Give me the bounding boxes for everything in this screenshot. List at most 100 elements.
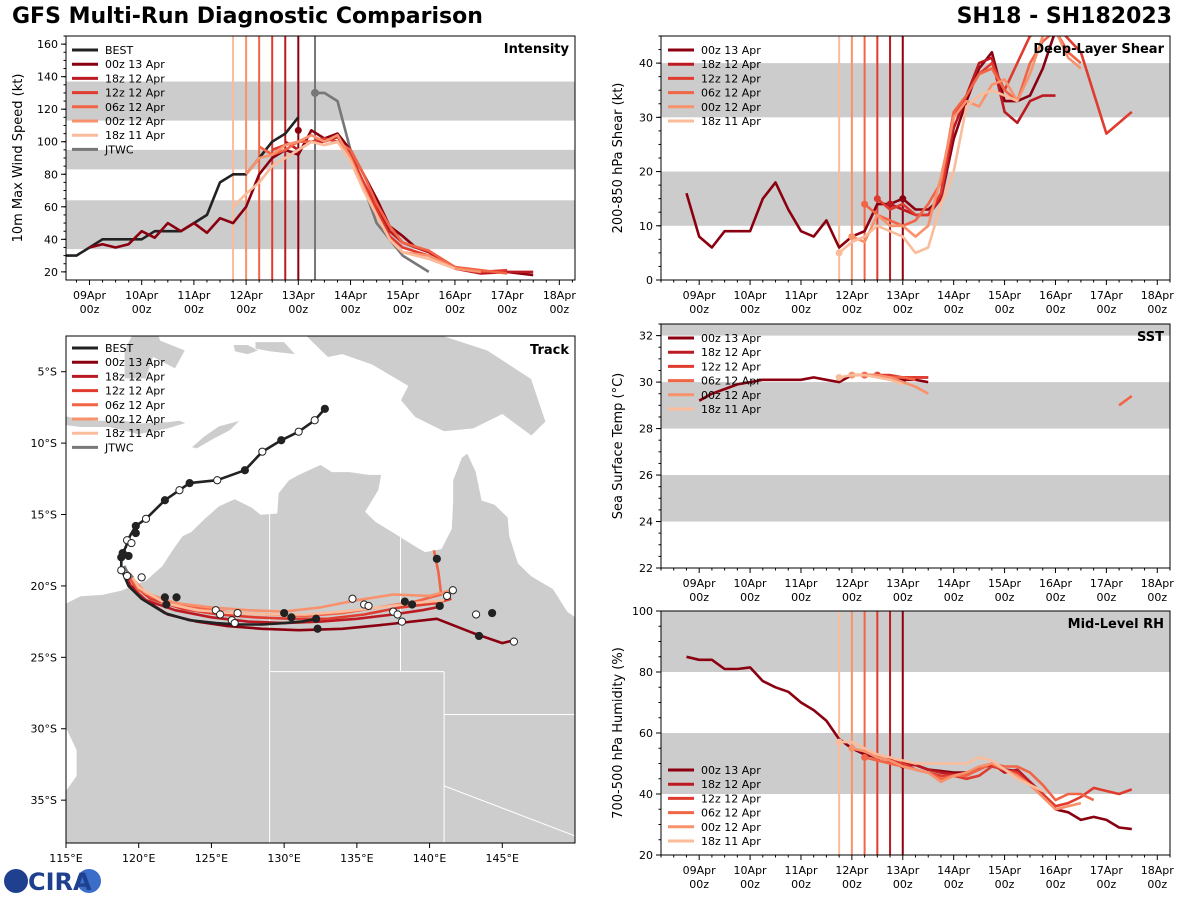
timor-island <box>190 419 242 450</box>
plot-area <box>66 36 534 280</box>
x-tick-label: 17Apr <box>1090 289 1124 302</box>
lon-tick-label: 115°E <box>49 852 82 865</box>
track-marker <box>400 597 409 606</box>
y-tick-label: 60 <box>639 727 653 740</box>
lon-tick-label: 140°E <box>413 852 446 865</box>
track-marker <box>432 554 441 563</box>
legend-label: 12z 12 Apr <box>105 87 165 100</box>
track-marker <box>233 608 242 618</box>
x-tick-label: 00z <box>995 303 1015 316</box>
x-tick-label: 00z <box>689 591 709 604</box>
y-tick-label: 32 <box>639 330 653 343</box>
legend-label: 18z 11 Apr <box>701 835 761 848</box>
track-marker <box>117 566 126 575</box>
shaded-band <box>661 324 1170 336</box>
legend-label: BEST <box>105 342 133 355</box>
x-tick-label: 00z <box>740 591 760 604</box>
track-marker <box>277 436 286 445</box>
sulawesi-island <box>123 336 186 380</box>
jtwc-marker <box>311 88 320 97</box>
series-line <box>838 373 904 386</box>
x-tick-label: 00z <box>1096 591 1116 604</box>
legend-label: 18z 11 Apr <box>105 129 165 142</box>
lon-tick-label: 145°E <box>486 852 519 865</box>
lat-tick-label: 25°S <box>31 651 57 664</box>
x-tick-label: 00z <box>497 303 517 316</box>
x-tick-label: 13Apr <box>886 289 920 302</box>
x-tick-label: 00z <box>995 591 1015 604</box>
legend-label: 18z 11 Apr <box>701 115 761 128</box>
x-tick-label: 00z <box>1046 878 1066 891</box>
x-tick-label: 00z <box>80 303 100 316</box>
x-tick-label: 00z <box>184 303 204 316</box>
track-marker <box>310 416 319 425</box>
legend-label: JTWC <box>104 441 134 454</box>
x-tick-label: 00z <box>791 303 811 316</box>
x-tick-label: 00z <box>341 303 361 316</box>
x-tick-label: 00z <box>842 591 862 604</box>
lon-tick-label: 135°E <box>340 852 373 865</box>
y-tick-label: 80 <box>44 168 58 181</box>
y-tick-label: 10 <box>639 220 653 233</box>
y-tick-label: 120 <box>37 103 58 116</box>
seram-island <box>254 341 297 356</box>
series-line <box>839 740 1044 793</box>
lat-tick-label: 30°S <box>31 723 57 736</box>
series-marker <box>861 200 869 208</box>
legend-label: 06z 12 Apr <box>105 399 165 412</box>
x-tick-label: 00z <box>842 303 862 316</box>
x-tick-label: 00z <box>1096 303 1116 316</box>
x-tick-label: 12Apr <box>835 864 869 877</box>
y-tick-label: 100 <box>632 605 653 618</box>
x-tick-label: 10Apr <box>734 864 768 877</box>
series-marker <box>861 753 869 761</box>
logo-text: CIRA <box>28 868 92 896</box>
series-marker <box>294 126 302 134</box>
nsw-vic-border <box>443 785 575 837</box>
x-tick-label: 00z <box>893 878 913 891</box>
y-axis-label: 200-850 hPa Shear (kt) <box>611 83 626 234</box>
y-tick-label: 20 <box>639 166 653 179</box>
plot-area <box>698 371 1133 407</box>
shaded-band <box>661 611 1170 672</box>
x-tick-label: 15Apr <box>988 577 1022 590</box>
track-line <box>127 573 452 621</box>
x-tick-label: 16Apr <box>1039 289 1073 302</box>
track-marker <box>408 600 417 609</box>
track-marker <box>474 631 484 641</box>
plot-area <box>685 36 1133 280</box>
track-marker <box>488 608 497 618</box>
lat-tick-label: 5°S <box>38 366 57 379</box>
x-tick-label: 11Apr <box>177 289 211 302</box>
x-tick-label: 18Apr <box>1141 577 1175 590</box>
legend-label: 06z 12 Apr <box>105 101 165 114</box>
track-marker <box>172 593 181 602</box>
track-marker <box>137 573 146 582</box>
series-marker <box>848 233 856 241</box>
series-line <box>258 140 508 275</box>
y-tick-label: 80 <box>639 666 653 679</box>
x-tick-label: 18Apr <box>1141 864 1175 877</box>
y-tick-label: 26 <box>639 469 653 482</box>
x-tick-label: 16Apr <box>1039 577 1073 590</box>
track-marker <box>131 528 140 538</box>
track-marker <box>294 427 303 436</box>
y-tick-label: 100 <box>37 136 58 149</box>
track-marker <box>213 476 222 485</box>
track-marker <box>313 624 322 633</box>
buru-island <box>232 344 261 356</box>
x-tick-label: 00z <box>842 878 862 891</box>
series-marker <box>835 249 843 257</box>
x-tick-label: 00z <box>132 303 152 316</box>
legend-label: 00z 13 Apr <box>701 44 761 57</box>
y-tick-label: 20 <box>639 849 653 862</box>
track-marker <box>216 610 225 619</box>
x-tick-label: 00z <box>689 303 709 316</box>
track-marker <box>230 618 239 628</box>
y-tick-label: 40 <box>639 788 653 801</box>
storm-id: SH18 - SH182023 <box>956 4 1172 29</box>
y-axis-label: 700-500 hPa Humidity (%) <box>611 647 626 819</box>
x-tick-label: 15Apr <box>988 289 1022 302</box>
legend-label: JTWC <box>104 143 134 156</box>
series-marker <box>899 195 907 203</box>
